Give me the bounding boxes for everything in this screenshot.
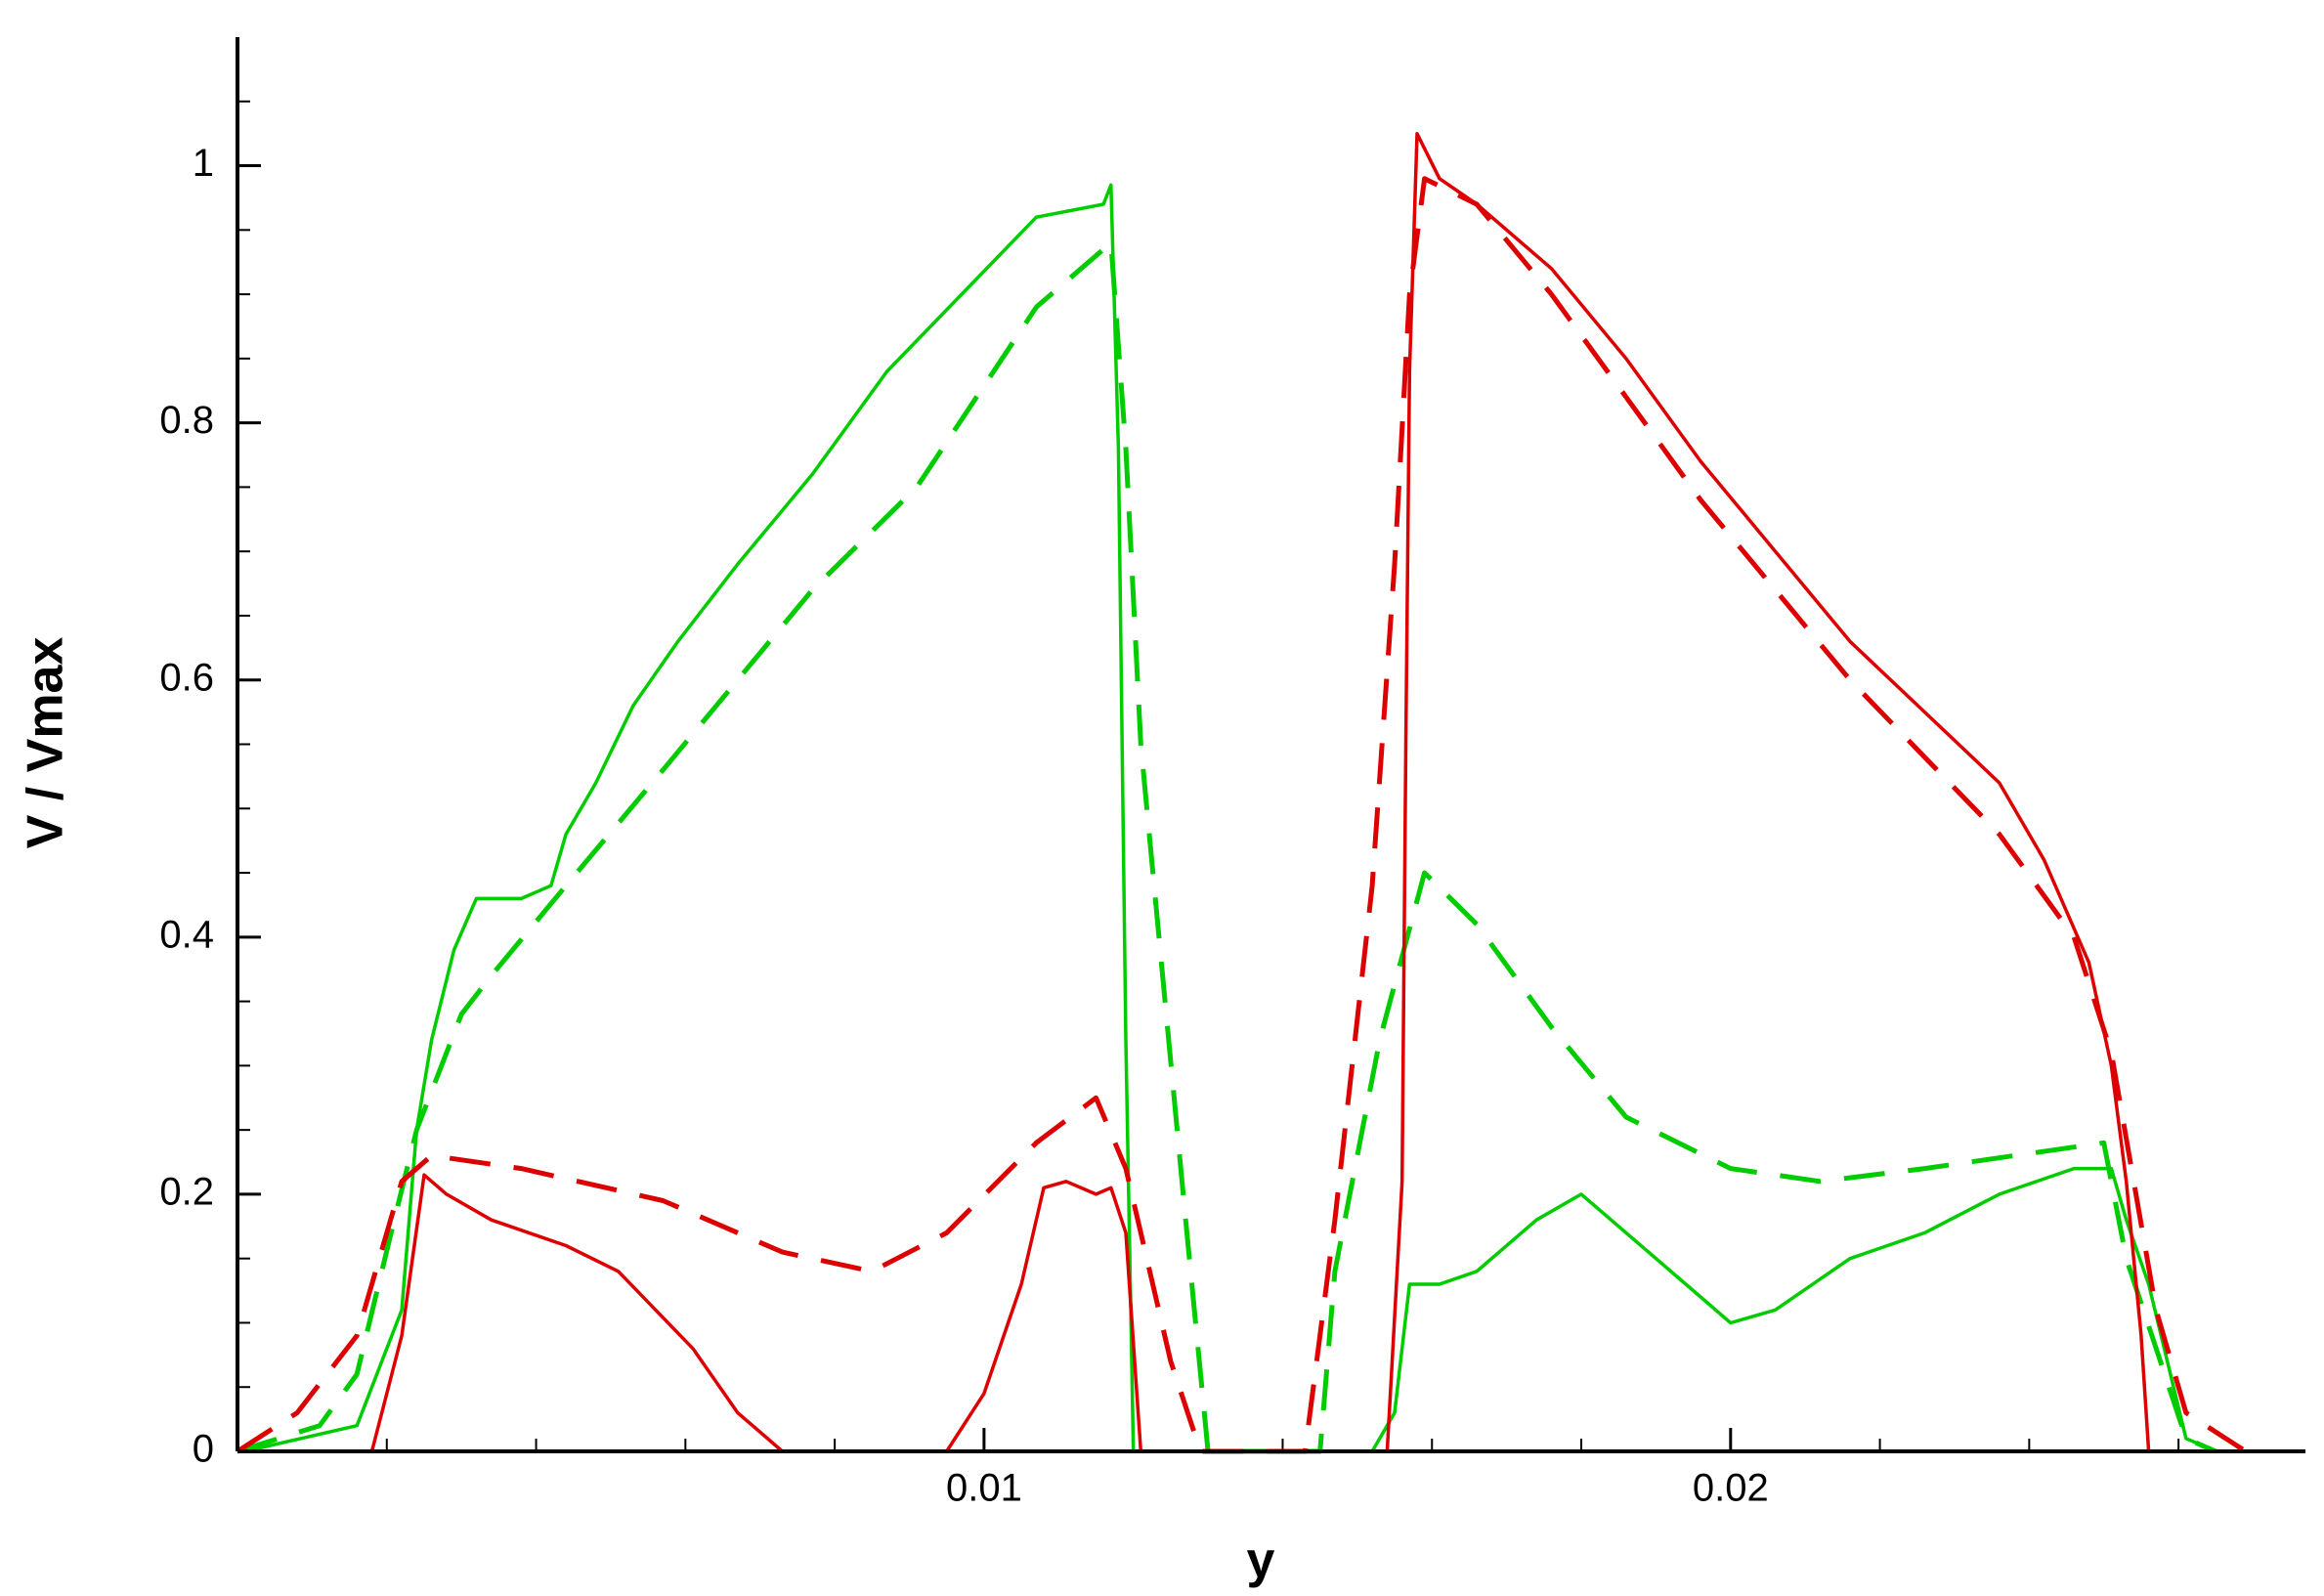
x-tick-label: 0.01 [946, 1467, 1022, 1510]
solid-line [369, 131, 2151, 1453]
y-tick-label: 0.8 [159, 399, 214, 442]
y-tick-label: 0.6 [159, 656, 214, 699]
solid-line [244, 183, 2261, 1453]
dashed-line [237, 240, 2217, 1454]
y-tick-label: 0 [193, 1428, 214, 1471]
y-tick-label: 1 [193, 142, 214, 185]
x-axis-label: y [1247, 1532, 1275, 1589]
dashed-line [236, 176, 2261, 1454]
y-tick-label: 0.2 [159, 1170, 214, 1213]
y-axis-label: V / Vmax [18, 637, 74, 849]
y-tick-label: 0.4 [159, 913, 214, 956]
x-tick-label: 0.02 [1693, 1467, 1769, 1510]
